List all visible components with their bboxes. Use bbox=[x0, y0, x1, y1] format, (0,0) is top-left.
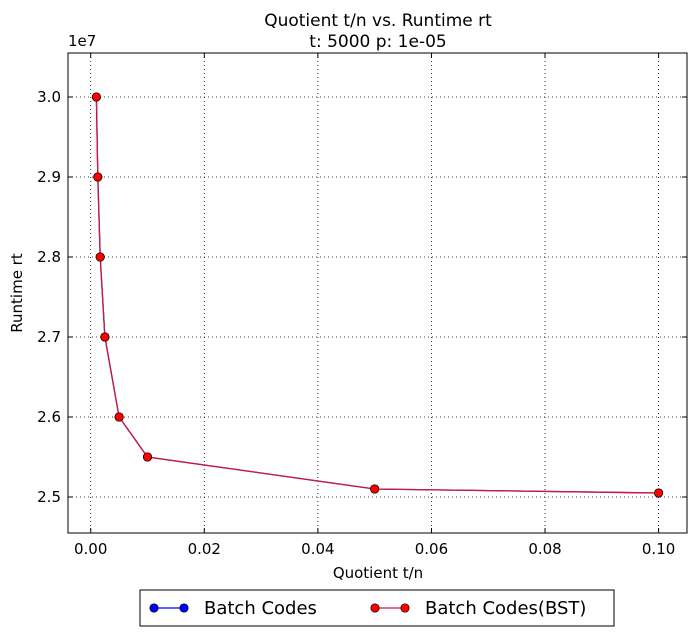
series-line bbox=[95, 96, 659, 494]
data-point bbox=[91, 92, 101, 102]
series bbox=[91, 92, 664, 498]
y-offset-label: 1e7 bbox=[68, 32, 96, 50]
legend-marker bbox=[179, 603, 189, 613]
x-tick-label: 0.00 bbox=[74, 540, 107, 558]
x-axis-label: Quotient t/n bbox=[333, 564, 423, 582]
data-point bbox=[370, 484, 380, 494]
x-tick-label: 0.02 bbox=[188, 540, 221, 558]
x-tick-label: 0.06 bbox=[415, 540, 448, 558]
data-point bbox=[114, 412, 124, 422]
ticks bbox=[68, 53, 687, 533]
data-point bbox=[100, 332, 110, 342]
legend-marker bbox=[400, 603, 410, 613]
legend-items: Batch Codes Batch Codes(BST) bbox=[149, 598, 586, 619]
y-axis-label: Runtime rt bbox=[8, 253, 26, 333]
chart-subtitle: t: 5000 p: 1e-05 bbox=[309, 32, 446, 52]
y-tick-label: 2.9 bbox=[37, 168, 61, 186]
legend-entry: Batch Codes(BST) bbox=[370, 598, 586, 619]
legend: Batch Codes Batch Codes(BST) bbox=[139, 589, 615, 627]
data-point bbox=[93, 172, 103, 182]
legend-marker bbox=[370, 603, 380, 613]
y-tick-label: 2.5 bbox=[37, 488, 61, 506]
legend-marker bbox=[149, 603, 159, 613]
chart-title: Quotient t/n vs. Runtime rt bbox=[264, 11, 492, 31]
x-tick-labels: 0.00 0.02 0.04 0.06 0.08 0.10 bbox=[74, 540, 675, 558]
legend-label: Batch Codes bbox=[204, 598, 317, 619]
y-tick-label: 3.0 bbox=[37, 88, 61, 106]
y-tick-label: 2.7 bbox=[37, 328, 61, 346]
legend-entry: Batch Codes bbox=[149, 598, 317, 619]
y-tick-label: 2.6 bbox=[37, 408, 61, 426]
data-point bbox=[654, 488, 664, 498]
y-tick-label: 2.8 bbox=[37, 248, 61, 266]
series-2 bbox=[91, 92, 664, 498]
series-1 bbox=[91, 92, 664, 498]
data-point bbox=[142, 452, 153, 462]
grid bbox=[68, 53, 687, 533]
data-point bbox=[95, 252, 105, 262]
plot-frame bbox=[67, 52, 688, 534]
y-tick-labels: 2.5 2.6 2.7 2.8 2.9 3.0 bbox=[37, 88, 61, 506]
x-tick-label: 0.10 bbox=[642, 540, 675, 558]
x-tick-label: 0.08 bbox=[528, 540, 561, 558]
x-tick-label: 0.04 bbox=[301, 540, 334, 558]
series-line bbox=[95, 96, 659, 494]
legend-label: Batch Codes(BST) bbox=[425, 598, 586, 619]
